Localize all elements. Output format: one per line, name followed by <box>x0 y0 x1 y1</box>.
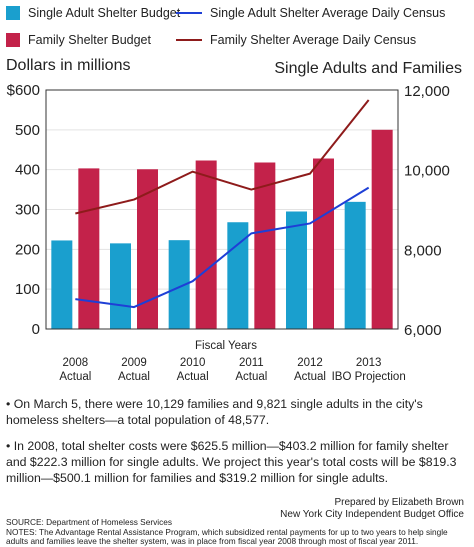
family-census-line <box>75 99 370 215</box>
x-tick-label: 2011 <box>239 357 264 369</box>
plot-border <box>45 89 399 330</box>
plot-frame <box>45 89 399 330</box>
x-tick-label: Actual <box>235 371 267 383</box>
legend: Single Adult Shelter Budget Family Shelt… <box>0 0 474 54</box>
legend-family-census: Family Shelter Average Daily Census <box>176 33 416 47</box>
family-budget-bar <box>254 162 276 329</box>
family-budget-bar <box>371 129 393 329</box>
x-axis-title: Fiscal Years <box>195 340 257 352</box>
single-budget-bar <box>51 240 73 329</box>
single-census-line <box>75 186 370 309</box>
legend-swatch-family-budget <box>6 33 20 47</box>
family-budget-bar <box>137 169 158 329</box>
family-budget-bar <box>78 168 100 329</box>
family-budget-bar <box>195 160 217 329</box>
x-tick-label: 2012 <box>297 357 323 369</box>
legend-line-family-census <box>176 39 202 41</box>
y-tick-label: 200 <box>15 241 40 258</box>
source-line: SOURCE: Department of Homeless Services <box>6 517 172 527</box>
credit-office: New York City Independent Budget Office <box>280 509 464 520</box>
note-census: • On March 5, there were 10,129 families… <box>6 397 423 427</box>
legend-label-family-budget: Family Shelter Budget <box>28 33 151 47</box>
legend-family-budget: Family Shelter Budget <box>6 33 151 47</box>
x-tick-label: IBO Projection <box>332 371 406 383</box>
y-axis-ticks: 0 100 200 300 400 500 $600 <box>7 82 40 338</box>
family-budget-bar <box>313 158 334 329</box>
credit-author: Prepared by Elizabeth Brown <box>334 497 464 508</box>
y-tick-label: 0 <box>32 321 40 338</box>
credit: Prepared by Elizabeth Brown New York Cit… <box>280 497 464 521</box>
x-tick-label: Actual <box>294 371 326 383</box>
legend-line-single-census <box>176 12 202 14</box>
y2-tick-label: 8,000 <box>404 242 442 259</box>
single-budget-bar <box>344 201 366 329</box>
source-notes: SOURCE: Department of Homeless Services … <box>6 517 468 547</box>
y2-axis-ticks: 6,000 8,000 10,000 12,000 <box>404 83 450 339</box>
x-tick-label: Actual <box>177 371 209 383</box>
legend-label-single-budget: Single Adult Shelter Budget <box>28 6 181 20</box>
legend-label-family-census: Family Shelter Average Daily Census <box>210 33 417 47</box>
y-tick-label: 400 <box>15 162 40 179</box>
x-tick-label: 2009 <box>121 357 147 369</box>
y2-tick-label: 6,000 <box>404 322 442 339</box>
notes-line: NOTES: The Advantage Rental Assistance P… <box>6 526 448 546</box>
note-costs: • In 2008, total shelter costs were $625… <box>6 439 457 485</box>
chart: 0 100 200 300 400 500 $600 6,000 8,000 10,000 12,… <box>7 82 450 383</box>
census-lines <box>75 99 370 309</box>
bars <box>51 129 393 329</box>
legend-single-census: Single Adult Shelter Average Daily Censu… <box>176 6 445 20</box>
y-tick-label: $600 <box>7 82 40 99</box>
x-tick-label: 2010 <box>180 357 206 369</box>
notes: • On March 5, there were 10,129 families… <box>6 396 466 486</box>
single-budget-bar <box>286 211 307 329</box>
y2-tick-label: 12,000 <box>404 83 450 100</box>
legend-label-single-census: Single Adult Shelter Average Daily Censu… <box>210 6 446 20</box>
y2-tick-label: 10,000 <box>404 163 450 180</box>
y2-axis-title: Single Adults and Families <box>274 60 462 77</box>
y-tick-label: 500 <box>15 122 40 139</box>
x-tick-label: Actual <box>59 371 91 383</box>
legend-single-budget: Single Adult Shelter Budget <box>6 6 180 20</box>
single-budget-bar <box>168 240 190 329</box>
x-tick-label: 2013 <box>356 357 382 369</box>
single-budget-bar <box>110 243 131 329</box>
x-tick-label: Actual <box>118 371 150 383</box>
y-tick-label: 300 <box>15 202 40 219</box>
y-axis-title: Dollars in millions <box>6 57 131 74</box>
x-tick-label: 2008 <box>63 357 89 369</box>
y-tick-label: 100 <box>15 281 40 298</box>
legend-swatch-single-budget <box>6 6 20 20</box>
x-axis-labels: 2008 Actual 2009 Actual 2010 Actual 2011 Actual… <box>59 357 405 383</box>
